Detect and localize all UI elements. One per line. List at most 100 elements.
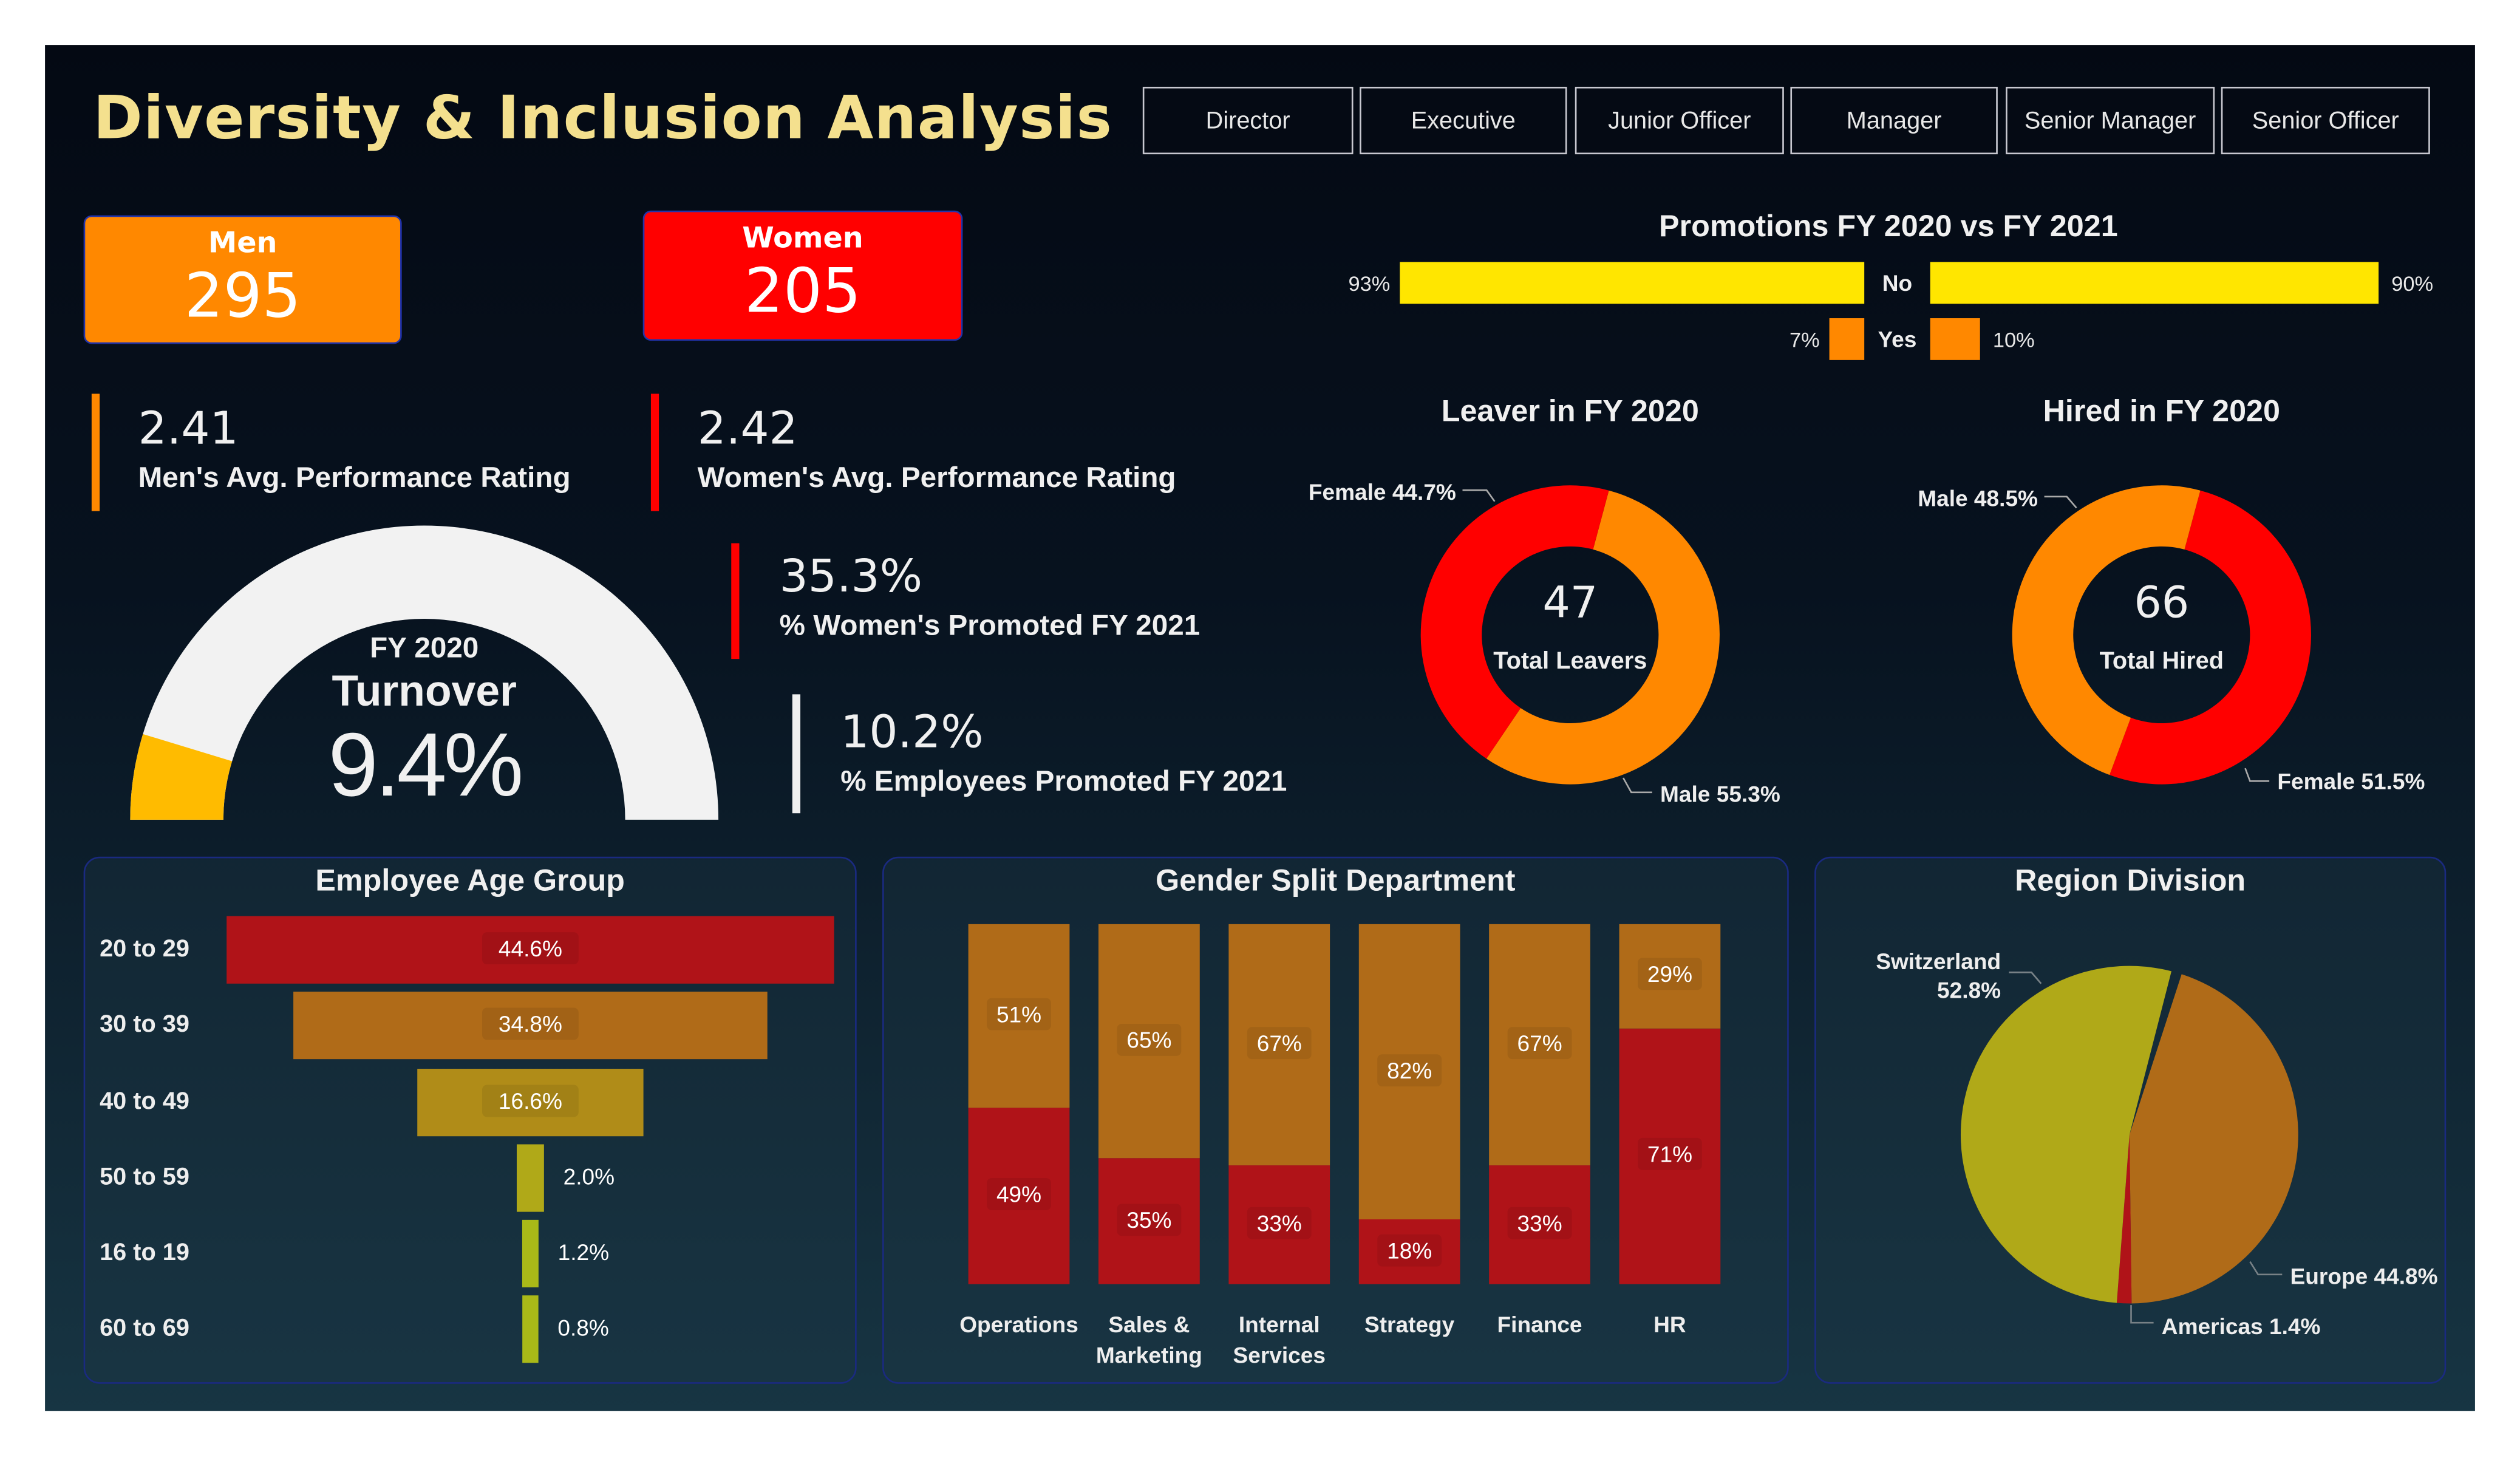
- leader-line: [1623, 777, 1652, 794]
- donut-center-value: 66: [2134, 578, 2190, 629]
- age-group-title: Employee Age Group: [315, 864, 625, 899]
- age-category-label: 50 to 59: [100, 1163, 189, 1191]
- women-rating-value: 2.42: [697, 401, 798, 455]
- dept-female-bar: [1228, 1165, 1330, 1284]
- women-promoted-label: % Women's Promoted FY 2021: [779, 609, 1200, 642]
- filter-button-senior-manager[interactable]: Senior Manager: [2006, 86, 2215, 155]
- age-category-label: 30 to 39: [100, 1010, 189, 1038]
- women-promoted-value: 35.3%: [779, 550, 923, 603]
- age-bar-40-to-49: [417, 1069, 644, 1137]
- age-bar-30-to-39: [293, 992, 768, 1060]
- dept-male-label: 51%: [987, 998, 1051, 1030]
- dept-female-bar: [1358, 1219, 1460, 1284]
- page-title: Diversity & Inclusion Analysis: [93, 83, 1113, 153]
- hired-female-label: Female 51.5%: [2277, 768, 2425, 794]
- hired-male-label: Male 48.5%: [1918, 485, 2038, 511]
- dept-male-bar: [1098, 924, 1200, 1159]
- dept-female-label: 33%: [1247, 1207, 1312, 1239]
- dept-male-bar: [1489, 924, 1590, 1166]
- men-value: 295: [184, 260, 301, 332]
- age-bar-50-to-59: [516, 1144, 544, 1212]
- region-slice-switzerland: [1960, 966, 2171, 1303]
- filter-button-director[interactable]: Director: [1142, 86, 1354, 155]
- filter-button-executive[interactable]: Executive: [1360, 86, 1567, 155]
- dept-male-label: 67%: [1247, 1027, 1312, 1060]
- promo-fy2020-label: 7%: [1789, 327, 1820, 352]
- filter-button-manager[interactable]: Manager: [1790, 86, 1998, 155]
- women-label: Women: [742, 222, 863, 256]
- hired-title: Hired in FY 2020: [2043, 395, 2281, 429]
- promo-fy2021-bar-no: [1930, 262, 2379, 304]
- dept-female-label: 49%: [987, 1178, 1051, 1211]
- dept-female-bar: [968, 1108, 1070, 1284]
- leaver-slice-female: [1420, 485, 1609, 759]
- age-value-label: 2.0%: [563, 1163, 615, 1190]
- employees-promoted-label: % Employees Promoted FY 2021: [840, 765, 1287, 797]
- employees-promoted-value: 10.2%: [840, 705, 984, 759]
- women-rating-label: Women's Avg. Performance Rating: [697, 461, 1176, 494]
- gauge-line2: Turnover: [332, 667, 517, 715]
- region-slice-europe: [2129, 974, 2298, 1304]
- leaver-male-label: Male 55.3%: [1660, 781, 1780, 807]
- kpi-accent-bar: [731, 543, 740, 659]
- leaver-title: Leaver in FY 2020: [1441, 395, 1699, 429]
- filter-button-senior-officer[interactable]: Senior Officer: [2221, 86, 2430, 155]
- age-value-label: 16.6%: [482, 1085, 579, 1117]
- donut-center-label: Total Leavers: [1493, 647, 1647, 675]
- dept-category-label: Operations: [959, 1311, 1078, 1338]
- men-label: Men: [208, 227, 278, 261]
- leaver-female-label: Female 44.7%: [1308, 479, 1456, 505]
- promo-fy2020-label: 93%: [1348, 271, 1391, 296]
- gauge-value: 9.4%: [328, 714, 523, 815]
- gauge-fill: [130, 734, 233, 820]
- leader-line: [2009, 971, 2042, 984]
- hired-slice-male: [2012, 485, 2201, 775]
- leader-line: [2044, 496, 2077, 509]
- region-title: Region Division: [2015, 864, 2246, 899]
- women-count-card: Women 205: [642, 210, 963, 341]
- dept-female-bar: [1619, 1028, 1721, 1284]
- dept-female-bar: [1489, 1165, 1590, 1284]
- dept-male-bar: [968, 924, 1070, 1108]
- gauge-line1: FY 2020: [370, 632, 479, 664]
- promo-fy2020-bar-yes: [1829, 318, 1865, 360]
- promo-fy2021-bar-yes: [1930, 318, 1980, 360]
- age-category-label: 16 to 19: [100, 1239, 189, 1267]
- age-bar-20-to-29: [226, 916, 834, 984]
- dept-category-label: Strategy: [1364, 1311, 1455, 1338]
- promotions-title: Promotions FY 2020 vs FY 2021: [1659, 210, 2118, 245]
- men-rating-value: 2.41: [138, 401, 239, 455]
- hired-slice-female: [2110, 490, 2311, 785]
- dept-category-label: HR: [1653, 1311, 1686, 1338]
- leader-line: [2130, 1305, 2154, 1324]
- dept-male-bar: [1619, 924, 1721, 1029]
- men-rating-label: Men's Avg. Performance Rating: [138, 461, 571, 494]
- dept-category-label: Sales & Marketing: [1095, 1311, 1202, 1368]
- filter-button-junior-officer[interactable]: Junior Officer: [1575, 86, 1784, 155]
- gender-split-panel: [882, 856, 1789, 1384]
- region-europe-label: Europe 44.8%: [2290, 1263, 2438, 1289]
- leader-line: [2244, 768, 2270, 782]
- gender-split-title: Gender Split Department: [1156, 864, 1516, 899]
- dept-female-label: 35%: [1117, 1203, 1182, 1236]
- age-bar-16-to-19: [522, 1219, 539, 1288]
- dept-male-label: 82%: [1377, 1054, 1442, 1086]
- dept-male-bar: [1228, 924, 1330, 1166]
- women-value: 205: [744, 255, 862, 327]
- leader-line: [1462, 489, 1496, 502]
- age-value-label: 0.8%: [557, 1315, 609, 1341]
- promo-fy2021-label: 10%: [1992, 327, 2035, 352]
- donut-center-value: 47: [1542, 578, 1598, 629]
- dept-female-bar: [1098, 1158, 1200, 1284]
- kpi-accent-bar: [650, 393, 659, 511]
- dept-male-label: 65%: [1117, 1023, 1182, 1056]
- promo-fy2021-label: 90%: [2391, 271, 2434, 296]
- age-value-label: 44.6%: [482, 932, 579, 965]
- promo-category-label: Yes: [1878, 326, 1917, 352]
- promo-category-label: No: [1882, 270, 1913, 296]
- dept-female-label: 71%: [1637, 1139, 1702, 1171]
- promo-fy2020-bar-no: [1400, 262, 1865, 304]
- age-category-label: 40 to 49: [100, 1088, 189, 1116]
- dept-female-label: 33%: [1507, 1207, 1572, 1239]
- leaver-slice-male: [1486, 490, 1720, 785]
